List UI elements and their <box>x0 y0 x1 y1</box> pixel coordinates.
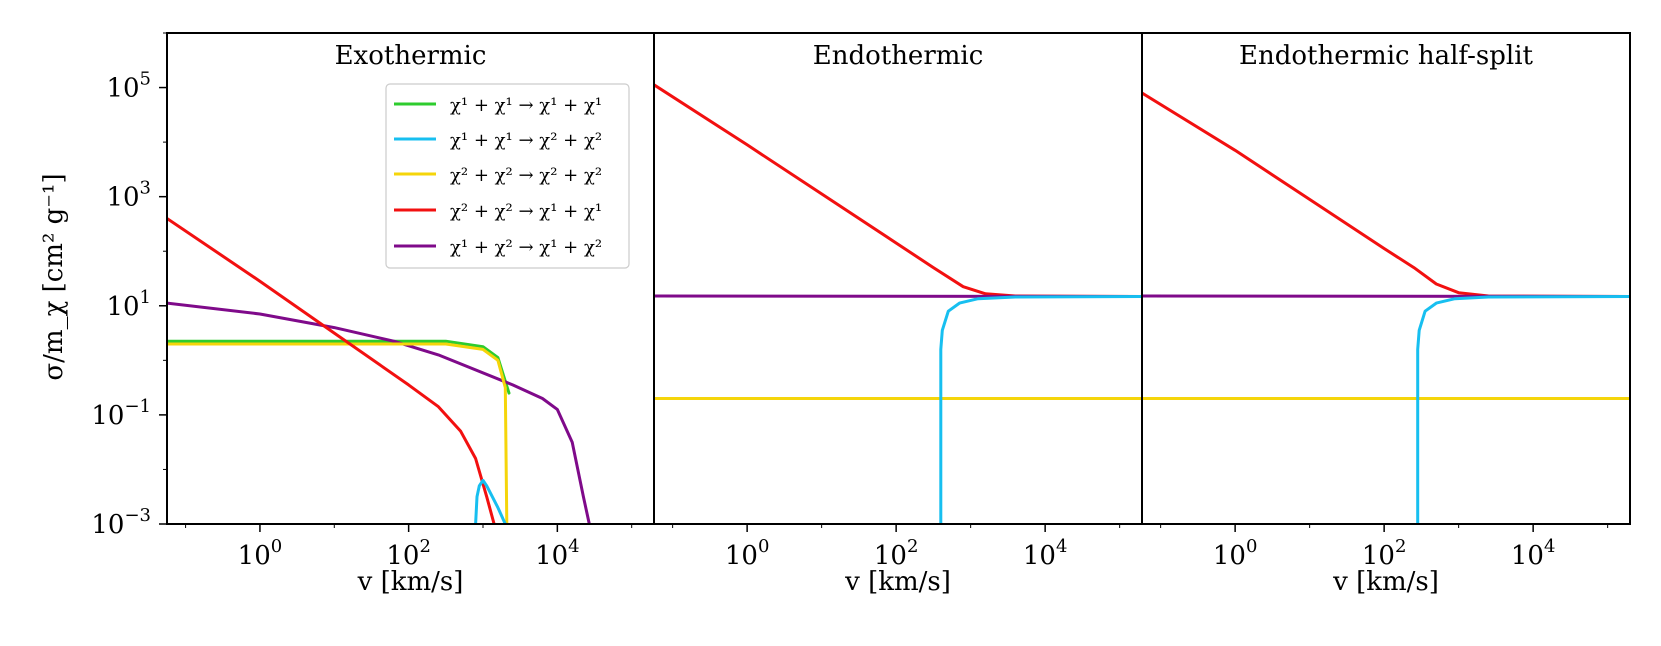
x-tick-label: 100 <box>1213 536 1258 571</box>
panel-endothermic: Endothermic v [km/s] 100 102 104 <box>654 41 1142 597</box>
x-ticks-exothermic: 100 102 104 <box>185 524 633 571</box>
x-tick-exponent: 4 <box>1056 536 1067 557</box>
x-tick-exponent: 4 <box>568 536 579 557</box>
y-tick-base: 10 <box>106 183 139 213</box>
x-ticks-endothermic-half-split: 100 102 104 <box>1160 524 1609 571</box>
series-layer-endothermic-half-split <box>1142 91 1630 524</box>
x-tick-exponent: 2 <box>419 536 430 557</box>
legend-entry: χ¹ + χ¹ → χ² + χ² <box>394 130 602 151</box>
panel-title-endothermic: Endothermic <box>813 41 984 71</box>
x-tick-label: 104 <box>535 536 580 571</box>
x-tick-exponent: 2 <box>1395 536 1406 557</box>
legend-entry: χ¹ + χ² → χ¹ + χ² <box>394 237 602 258</box>
legend-box <box>385 83 630 269</box>
x-tick-label: 102 <box>874 536 919 571</box>
x-tick-base: 10 <box>238 541 271 571</box>
legend: χ¹ + χ¹ → χ¹ + χ¹ χ¹ + χ¹ → χ² + χ² χ² +… <box>385 83 630 269</box>
x-tick-label: 100 <box>725 536 770 571</box>
x-tick-label: 100 <box>238 536 283 571</box>
series-line-s22_11 <box>1142 91 1630 298</box>
series-line-s11_22 <box>474 478 507 524</box>
panel-title-endothermic-half-split: Endothermic half-split <box>1239 41 1533 71</box>
x-tick-base: 10 <box>725 541 758 571</box>
series-line-s11_11 <box>167 339 511 395</box>
legend-entry: χ¹ + χ¹ → χ¹ + χ¹ <box>394 95 602 116</box>
y-tick-label: 101 <box>106 287 151 322</box>
y-tick-label: 105 <box>106 69 151 104</box>
y-tick-exponent: −3 <box>124 505 151 526</box>
y-tick-label: 10−1 <box>91 396 151 431</box>
y-tick-label: 10−3 <box>91 505 151 540</box>
x-tick-base: 10 <box>386 541 419 571</box>
x-tick-base: 10 <box>874 541 907 571</box>
panel-exothermic: Exothermic v [km/s] 100 102 104 <box>167 41 633 597</box>
y-tick-base: 10 <box>91 510 124 540</box>
series-layer-exothermic <box>167 217 591 524</box>
series-line-s11_22 <box>1416 295 1630 524</box>
x-tick-exponent: 2 <box>907 536 918 557</box>
y-tick-exponent: 3 <box>140 178 151 199</box>
panel-frame <box>1141 32 1631 525</box>
y-tick-base: 10 <box>91 401 124 431</box>
x-tick-base: 10 <box>1511 541 1544 571</box>
series-line-s22_11 <box>167 217 496 524</box>
legend-label: χ¹ + χ¹ → χ² + χ² <box>450 130 602 151</box>
series-line-s22_11 <box>654 83 1142 298</box>
x-tick-base: 10 <box>1362 541 1395 571</box>
x-tick-label: 102 <box>1362 536 1407 571</box>
x-tick-label: 104 <box>1511 536 1556 571</box>
series-layer-endothermic <box>654 83 1142 524</box>
legend-label: χ² + χ² → χ² + χ² <box>450 165 602 186</box>
series-line-s22_22 <box>167 342 509 524</box>
panel-title-exothermic: Exothermic <box>335 41 487 71</box>
y-axis-label: σ/m_χ [cm² g⁻¹] <box>39 173 69 380</box>
legend-label: χ² + χ² → χ¹ + χ¹ <box>450 201 602 222</box>
y-tick-exponent: −1 <box>124 396 151 417</box>
x-tick-exponent: 0 <box>758 536 769 557</box>
y-tick-base: 10 <box>106 74 139 104</box>
x-tick-base: 10 <box>1213 541 1246 571</box>
x-tick-label: 104 <box>1023 536 1068 571</box>
series-line-s12_12 <box>167 301 591 524</box>
y-tick-label: 103 <box>106 178 151 213</box>
panel-endothermic-half-split: Endothermic half-split v [km/s] 100 102 10… <box>1142 41 1630 597</box>
x-tick-exponent: 0 <box>1246 536 1257 557</box>
legend-entry: χ² + χ² → χ² + χ² <box>394 165 602 186</box>
series-line-s11_22 <box>939 295 1142 524</box>
y-tick-exponent: 1 <box>140 287 151 308</box>
x-tick-base: 10 <box>1023 541 1056 571</box>
legend-entry: χ² + χ² → χ¹ + χ¹ <box>394 201 602 222</box>
x-axis-label-endothermic: v [km/s] <box>844 567 951 597</box>
x-tick-base: 10 <box>535 541 568 571</box>
y-tick-base: 10 <box>106 292 139 322</box>
x-axis-label-exothermic: v [km/s] <box>357 567 464 597</box>
legend-label: χ¹ + χ¹ → χ¹ + χ¹ <box>450 95 602 116</box>
legend-label: χ¹ + χ² → χ¹ + χ² <box>450 237 602 258</box>
x-axis-label-endothermic-half-split: v [km/s] <box>1332 567 1439 597</box>
x-tick-exponent: 4 <box>1544 536 1555 557</box>
x-ticks-endothermic: 100 102 104 <box>672 524 1121 571</box>
x-tick-label: 102 <box>386 536 431 571</box>
panel-frames <box>166 32 1631 525</box>
panel-frame <box>653 32 1143 525</box>
x-tick-exponent: 0 <box>271 536 282 557</box>
y-tick-exponent: 5 <box>140 69 151 90</box>
